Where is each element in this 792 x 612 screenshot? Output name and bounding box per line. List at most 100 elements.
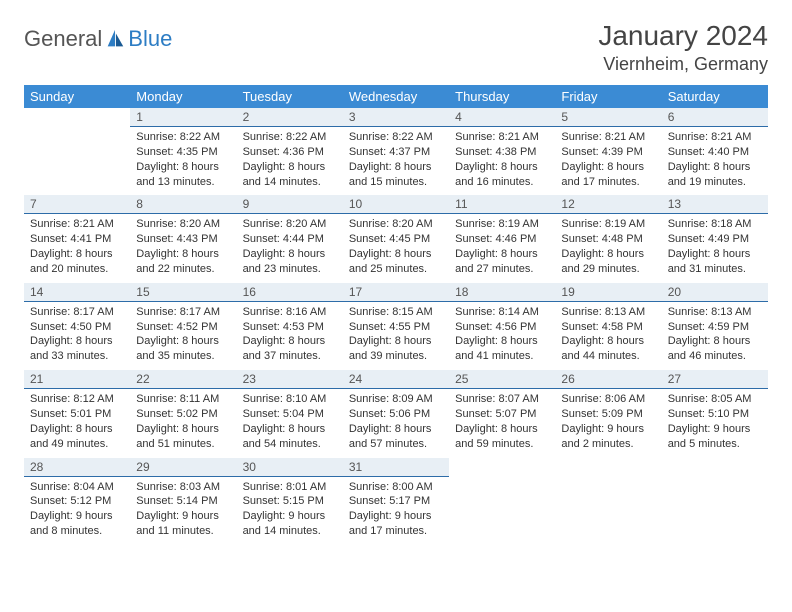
day-info: Sunrise: 8:16 AMSunset: 4:53 PMDaylight:… xyxy=(237,302,343,370)
daylight-line: Daylight: 8 hours and 22 minutes. xyxy=(136,247,230,277)
daylight-line: Daylight: 9 hours and 5 minutes. xyxy=(668,422,762,452)
sunset-line: Sunset: 5:07 PM xyxy=(455,407,549,422)
calendar-day-header: Friday xyxy=(555,85,661,108)
sunset-line: Sunset: 4:45 PM xyxy=(349,232,443,247)
day-number: 22 xyxy=(130,370,236,389)
daylight-line: Daylight: 8 hours and 29 minutes. xyxy=(561,247,655,277)
daylight-line: Daylight: 8 hours and 44 minutes. xyxy=(561,334,655,364)
sunset-line: Sunset: 4:53 PM xyxy=(243,320,337,335)
sunrise-line: Sunrise: 8:14 AM xyxy=(455,305,549,320)
day-number: 2 xyxy=(237,108,343,127)
day-number: 6 xyxy=(662,108,768,127)
day-info: Sunrise: 8:20 AMSunset: 4:43 PMDaylight:… xyxy=(130,214,236,282)
day-number: 15 xyxy=(130,283,236,302)
day-number: 26 xyxy=(555,370,661,389)
calendar-day-cell: 6Sunrise: 8:21 AMSunset: 4:40 PMDaylight… xyxy=(662,108,768,195)
day-info: Sunrise: 8:04 AMSunset: 5:12 PMDaylight:… xyxy=(24,477,130,545)
calendar-body: 1Sunrise: 8:22 AMSunset: 4:35 PMDaylight… xyxy=(24,108,768,545)
day-number: 19 xyxy=(555,283,661,302)
sunset-line: Sunset: 5:14 PM xyxy=(136,494,230,509)
day-number: 17 xyxy=(343,283,449,302)
daylight-line: Daylight: 8 hours and 35 minutes. xyxy=(136,334,230,364)
sunset-line: Sunset: 5:09 PM xyxy=(561,407,655,422)
sunrise-line: Sunrise: 8:20 AM xyxy=(349,217,443,232)
day-number: 9 xyxy=(237,195,343,214)
sunset-line: Sunset: 5:10 PM xyxy=(668,407,762,422)
logo-sail-icon xyxy=(104,28,126,50)
sunrise-line: Sunrise: 8:18 AM xyxy=(668,217,762,232)
page-title: January 2024 xyxy=(598,20,768,52)
sunrise-line: Sunrise: 8:21 AM xyxy=(455,130,549,145)
calendar-day-header: Tuesday xyxy=(237,85,343,108)
calendar-day-cell: 1Sunrise: 8:22 AMSunset: 4:35 PMDaylight… xyxy=(130,108,236,195)
daylight-line: Daylight: 8 hours and 17 minutes. xyxy=(561,160,655,190)
sunrise-line: Sunrise: 8:05 AM xyxy=(668,392,762,407)
day-info: Sunrise: 8:20 AMSunset: 4:44 PMDaylight:… xyxy=(237,214,343,282)
sunrise-line: Sunrise: 8:20 AM xyxy=(136,217,230,232)
day-number: 4 xyxy=(449,108,555,127)
day-info: Sunrise: 8:20 AMSunset: 4:45 PMDaylight:… xyxy=(343,214,449,282)
sunrise-line: Sunrise: 8:16 AM xyxy=(243,305,337,320)
daylight-line: Daylight: 8 hours and 23 minutes. xyxy=(243,247,337,277)
daylight-line: Daylight: 8 hours and 46 minutes. xyxy=(668,334,762,364)
calendar-day-cell: 27 Sunrise: 8:05 AMSunset: 5:10 PMDayligh… xyxy=(662,370,768,457)
header: General Blue January 2024 Viernheim, Ger… xyxy=(24,20,768,75)
day-number: 28 xyxy=(24,458,130,477)
daylight-line: Daylight: 8 hours and 51 minutes. xyxy=(136,422,230,452)
day-number: 1 xyxy=(130,108,236,127)
daylight-line: Daylight: 8 hours and 57 minutes. xyxy=(349,422,443,452)
daylight-line: Daylight: 9 hours and 11 minutes. xyxy=(136,509,230,539)
day-info: Sunrise: 8:07 AMSunset: 5:07 PMDaylight:… xyxy=(449,389,555,457)
daylight-line: Daylight: 9 hours and 8 minutes. xyxy=(30,509,124,539)
calendar-day-cell: 8Sunrise: 8:20 AMSunset: 4:43 PMDaylight… xyxy=(130,195,236,282)
sunrise-line: Sunrise: 8:09 AM xyxy=(349,392,443,407)
calendar-day-cell: 31Sunrise: 8:00 AMSunset: 5:17 PMDayligh… xyxy=(343,458,449,545)
calendar-day-cell: 12Sunrise: 8:19 AMSunset: 4:48 PMDayligh… xyxy=(555,195,661,282)
sunset-line: Sunset: 5:17 PM xyxy=(349,494,443,509)
sunset-line: Sunset: 4:55 PM xyxy=(349,320,443,335)
day-number: 31 xyxy=(343,458,449,477)
calendar-day-cell: 20Sunrise: 8:13 AMSunset: 4:59 PMDayligh… xyxy=(662,283,768,370)
day-number: 7 xyxy=(24,195,130,214)
sunrise-line: Sunrise: 8:20 AM xyxy=(243,217,337,232)
calendar-day-cell: 2Sunrise: 8:22 AMSunset: 4:36 PMDaylight… xyxy=(237,108,343,195)
calendar-day-header: Wednesday xyxy=(343,85,449,108)
day-number: 18 xyxy=(449,283,555,302)
day-info: Sunrise: 8:22 AMSunset: 4:37 PMDaylight:… xyxy=(343,127,449,195)
calendar-day-cell: 14Sunrise: 8:17 AMSunset: 4:50 PMDayligh… xyxy=(24,283,130,370)
day-number: 27 xyxy=(662,370,768,389)
calendar-day-cell: 21Sunrise: 8:12 AMSunset: 5:01 PMDayligh… xyxy=(24,370,130,457)
sunset-line: Sunset: 4:52 PM xyxy=(136,320,230,335)
sunrise-line: Sunrise: 8:04 AM xyxy=(30,480,124,495)
sunset-line: Sunset: 5:01 PM xyxy=(30,407,124,422)
sunset-line: Sunset: 4:48 PM xyxy=(561,232,655,247)
sunset-line: Sunset: 4:44 PM xyxy=(243,232,337,247)
calendar-day-cell: 4Sunrise: 8:21 AMSunset: 4:38 PMDaylight… xyxy=(449,108,555,195)
calendar-day-header: Saturday xyxy=(662,85,768,108)
calendar-day-cell: 29Sunrise: 8:03 AMSunset: 5:14 PMDayligh… xyxy=(130,458,236,545)
sunrise-line: Sunrise: 8:21 AM xyxy=(668,130,762,145)
calendar-day-cell: 9Sunrise: 8:20 AMSunset: 4:44 PMDaylight… xyxy=(237,195,343,282)
day-info: Sunrise: 8:14 AMSunset: 4:56 PMDaylight:… xyxy=(449,302,555,370)
calendar-day-cell: 13Sunrise: 8:18 AMSunset: 4:49 PMDayligh… xyxy=(662,195,768,282)
day-info: Sunrise: 8:21 AMSunset: 4:40 PMDaylight:… xyxy=(662,127,768,195)
sunset-line: Sunset: 5:02 PM xyxy=(136,407,230,422)
calendar-week-row: 21Sunrise: 8:12 AMSunset: 5:01 PMDayligh… xyxy=(24,370,768,457)
daylight-line: Daylight: 8 hours and 33 minutes. xyxy=(30,334,124,364)
sunrise-line: Sunrise: 8:21 AM xyxy=(30,217,124,232)
day-info: Sunrise: 8:19 AMSunset: 4:46 PMDaylight:… xyxy=(449,214,555,282)
daylight-line: Daylight: 8 hours and 25 minutes. xyxy=(349,247,443,277)
sunrise-line: Sunrise: 8:19 AM xyxy=(561,217,655,232)
calendar-day-cell: 7Sunrise: 8:21 AMSunset: 4:41 PMDaylight… xyxy=(24,195,130,282)
logo: General Blue xyxy=(24,20,172,52)
daylight-line: Daylight: 8 hours and 20 minutes. xyxy=(30,247,124,277)
calendar-day-cell: 25Sunrise: 8:07 AMSunset: 5:07 PMDayligh… xyxy=(449,370,555,457)
daylight-line: Daylight: 9 hours and 2 minutes. xyxy=(561,422,655,452)
day-number: 5 xyxy=(555,108,661,127)
calendar-day-cell: 17Sunrise: 8:15 AMSunset: 4:55 PMDayligh… xyxy=(343,283,449,370)
day-info: Sunrise: 8:17 AMSunset: 4:50 PMDaylight:… xyxy=(24,302,130,370)
calendar-table: SundayMondayTuesdayWednesdayThursdayFrid… xyxy=(24,85,768,545)
calendar-day-cell: 15Sunrise: 8:17 AMSunset: 4:52 PMDayligh… xyxy=(130,283,236,370)
calendar-day-header: Monday xyxy=(130,85,236,108)
daylight-line: Daylight: 8 hours and 49 minutes. xyxy=(30,422,124,452)
